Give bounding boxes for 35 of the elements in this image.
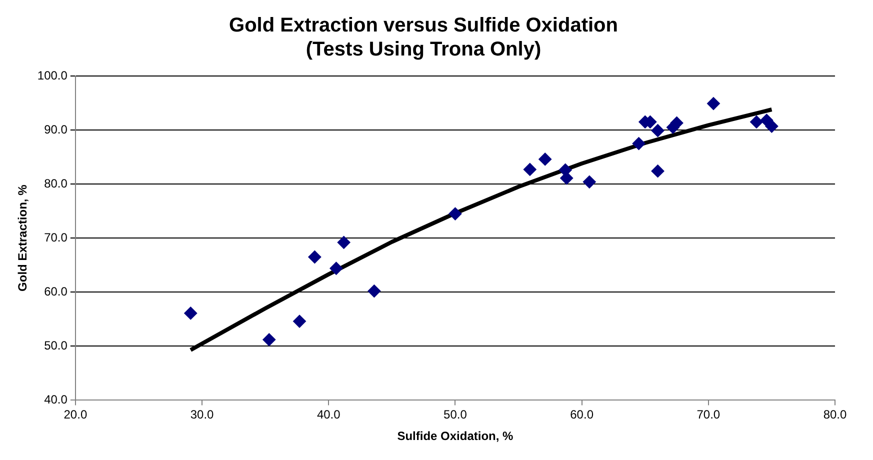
point — [448, 207, 462, 220]
x-tick-label: 30.0 — [190, 408, 214, 422]
point — [330, 262, 343, 275]
y-tick-label: 40.0 — [44, 392, 68, 407]
point — [765, 120, 778, 133]
x-tick-label: 40.0 — [316, 408, 341, 422]
x-tick-label: 70.0 — [696, 408, 720, 422]
point — [651, 164, 664, 178]
point — [293, 314, 306, 328]
chart-title: Gold Extraction versus Sulfide Oxidation (Tests Using Trona Only) — [229, 14, 618, 61]
x-axis-title: Sulfide Oxidation, % — [397, 429, 514, 444]
point — [750, 115, 764, 128]
point — [632, 137, 646, 150]
y-axis-title: Gold Extraction, % — [16, 184, 30, 292]
point — [706, 97, 720, 110]
point — [337, 236, 350, 249]
y-tick-label: 60.0 — [44, 284, 68, 298]
point — [308, 250, 322, 264]
x-tick-label: 80.0 — [823, 408, 847, 422]
point — [368, 284, 381, 298]
x-tick-label: 20.0 — [64, 408, 88, 422]
x-tick-label: 50.0 — [444, 408, 468, 422]
point — [582, 175, 596, 188]
point — [651, 124, 664, 138]
y-tick-label: 50.0 — [44, 338, 68, 352]
x-tick-label: 60.0 — [570, 408, 594, 422]
point — [538, 152, 552, 166]
y-tick-label: 70.0 — [44, 230, 68, 244]
y-tick-label: 100.0 — [37, 68, 68, 82]
point — [523, 162, 536, 176]
point — [184, 306, 198, 320]
point — [560, 172, 574, 185]
y-tick-label: 80.0 — [44, 176, 68, 190]
point — [262, 333, 276, 346]
y-tick-label: 90.0 — [44, 122, 68, 136]
